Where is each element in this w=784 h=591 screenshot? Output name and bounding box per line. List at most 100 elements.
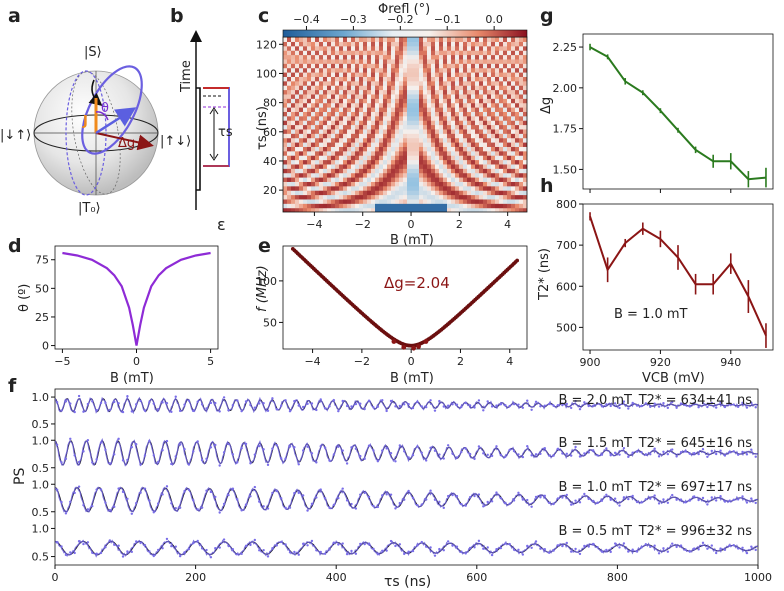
heatmap-cell [475, 128, 480, 134]
heatmap-cell [467, 177, 472, 182]
data-point [666, 452, 670, 456]
heatmap-cell [447, 137, 452, 143]
heatmap-cell [323, 124, 328, 130]
heatmap-cell [515, 185, 520, 191]
heatmap-cell [427, 185, 432, 191]
heatmap-cell [447, 128, 452, 134]
heatmap-cell [523, 137, 527, 143]
heatmap-cell [335, 168, 340, 174]
heatmap-cell [451, 185, 456, 191]
data-point [381, 549, 384, 553]
heatmap-cell [403, 133, 408, 139]
heatmap-cell [323, 137, 328, 143]
heatmap-cell [463, 142, 468, 147]
heatmap-cell [507, 111, 512, 117]
heatmap-cell [387, 115, 392, 121]
heatmap-cell [451, 102, 456, 108]
heatmap-cell [499, 102, 504, 108]
heatmap-cell [331, 93, 336, 99]
heatmap-cell [431, 63, 436, 69]
heatmap-cell [471, 198, 476, 204]
heatmap-cell [391, 89, 396, 95]
heatmap-cell [467, 155, 472, 161]
heatmap-cell [355, 115, 360, 121]
heatmap-cell [431, 177, 436, 182]
data-point [745, 453, 749, 456]
heatmap-cell [471, 177, 476, 182]
heatmap-cell [519, 207, 524, 212]
heatmap-cell [443, 124, 448, 130]
heatmap-cell [415, 194, 420, 200]
data-point [121, 490, 125, 494]
heatmap-cell [343, 67, 348, 73]
heatmap-cell [351, 58, 356, 64]
heatmap-cell [487, 203, 492, 209]
heatmap-cell [331, 150, 336, 156]
data-point [328, 459, 331, 462]
heatmap-cell [363, 185, 368, 191]
heatmap-cell [479, 194, 484, 200]
heatmap-cell [447, 207, 452, 212]
data-point [451, 403, 454, 406]
heatmap-cell [327, 80, 332, 86]
data-point [64, 512, 68, 515]
data-point [596, 454, 599, 457]
heatmap-cell [427, 63, 432, 69]
heatmap-cell [299, 177, 304, 182]
heatmap-cell [479, 72, 484, 77]
heatmap-cell [307, 102, 312, 108]
heatmap-cell [371, 67, 376, 73]
heatmap-cell [511, 137, 516, 143]
heatmap-cell [443, 72, 448, 77]
heatmap-cell [491, 137, 496, 143]
heatmap-cell [495, 41, 500, 47]
heatmap-cell [355, 120, 360, 126]
heatmap-cell [347, 111, 352, 117]
heatmap-cell [427, 207, 432, 212]
heatmap-cell [403, 203, 408, 209]
heatmap-cell [463, 80, 468, 86]
heatmap-cell [439, 85, 444, 91]
data-point [627, 497, 630, 501]
heatmap-cell [383, 146, 388, 152]
heatmap-cell [335, 89, 340, 95]
data-point [121, 555, 125, 558]
heatmap-cell [523, 76, 527, 82]
heatmap-cell [515, 128, 520, 134]
heatmap-cell [459, 168, 464, 174]
data-point [156, 548, 160, 552]
data-point [174, 545, 177, 548]
heatmap-cell [367, 89, 372, 95]
data-point [275, 444, 278, 447]
heatmap-cell [307, 181, 312, 187]
heatmap-cell [519, 159, 524, 165]
data-point [710, 449, 713, 453]
data-point [156, 460, 160, 464]
heatmap-cell [479, 142, 484, 147]
heatmap-cell [507, 142, 512, 147]
data-point [517, 403, 520, 406]
heatmap-cell [423, 89, 428, 95]
heatmap-cell [315, 102, 320, 108]
data-point [55, 540, 59, 544]
heatmap-cell [319, 142, 324, 147]
heatmap-cell [335, 85, 340, 91]
heatmap-cell [459, 102, 464, 108]
heatmap-cell [503, 120, 508, 126]
heatmap-cell [447, 58, 452, 64]
heatmap-cell [423, 37, 428, 42]
heatmap-cell [463, 185, 468, 191]
heatmap-cell [355, 155, 360, 161]
heatmap-cell [451, 177, 456, 182]
heatmap-cell [423, 45, 428, 51]
heatmap-cell [303, 107, 308, 112]
heatmap-cell [307, 207, 312, 212]
heatmap-cell [363, 72, 368, 77]
heatmap-cell [391, 111, 396, 117]
heatmap-cell [339, 177, 344, 182]
heatmap-cell [443, 85, 448, 91]
heatmap-cell [311, 102, 316, 108]
heatmap-cell [319, 63, 324, 69]
heatmap-cell [503, 159, 508, 165]
heatmap-cell [307, 111, 312, 117]
